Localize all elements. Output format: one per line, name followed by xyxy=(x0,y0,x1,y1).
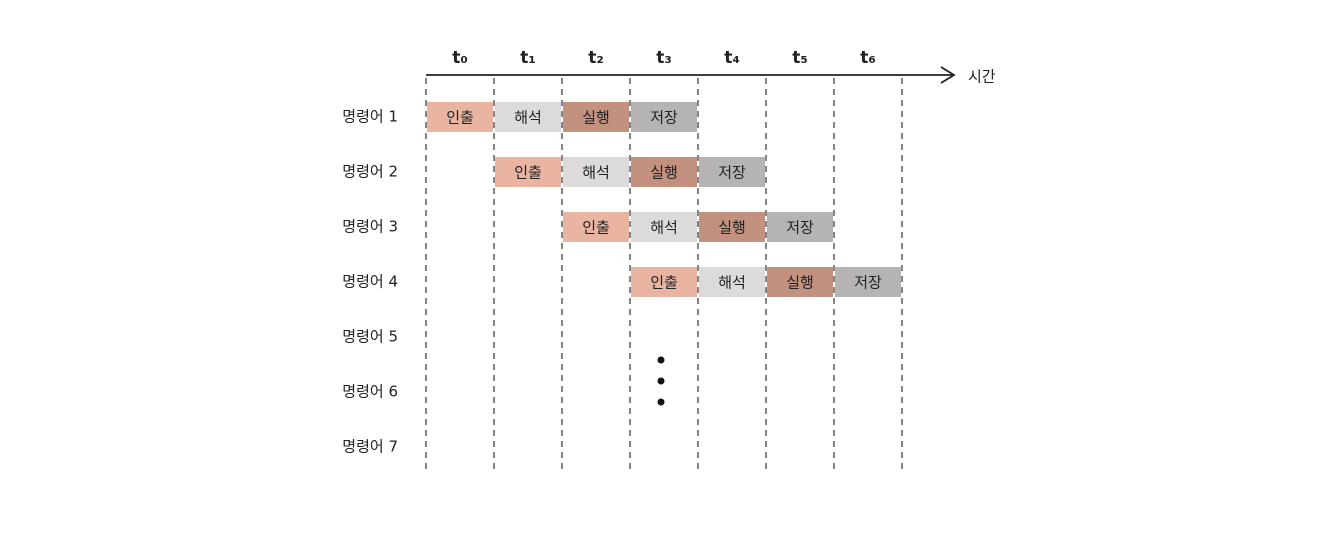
axis-arrowhead xyxy=(940,66,956,84)
stage-cell xyxy=(563,157,629,187)
row-label: 명령어 3 xyxy=(342,218,398,236)
stage-cell xyxy=(835,267,901,297)
stage-label: 저장 xyxy=(854,274,882,292)
stage-label: 인출 xyxy=(446,109,474,127)
row-label: 명령어 6 xyxy=(342,383,398,401)
time-label: t₂ xyxy=(588,48,604,68)
stage-label: 해석 xyxy=(582,164,610,182)
stage-label: 인출 xyxy=(582,219,610,237)
row-label: 명령어 5 xyxy=(342,328,398,346)
stage-label: 실행 xyxy=(786,274,814,292)
stage-cell xyxy=(563,212,629,242)
row-label: 명령어 4 xyxy=(342,273,398,291)
stage-cell xyxy=(699,212,765,242)
stage-cell xyxy=(631,157,697,187)
axis-label: 시간 xyxy=(968,68,996,86)
stage-label: 해석 xyxy=(514,109,542,127)
stage-cell xyxy=(767,267,833,297)
ellipsis-dot xyxy=(657,356,665,364)
row-label: 명령어 1 xyxy=(342,108,398,126)
stage-cell xyxy=(631,102,697,132)
stage-label: 해석 xyxy=(650,219,678,237)
ellipsis-dot xyxy=(657,398,665,406)
stage-label: 저장 xyxy=(786,219,814,237)
stage-cell xyxy=(699,267,765,297)
stage-label: 인출 xyxy=(650,274,678,292)
stage-label: 인출 xyxy=(514,164,542,182)
stage-label: 실행 xyxy=(650,164,678,182)
time-label: t₁ xyxy=(520,48,536,68)
stage-label: 해석 xyxy=(718,274,746,292)
stage-cell xyxy=(699,157,765,187)
time-label: t₄ xyxy=(724,48,740,68)
time-label: t₆ xyxy=(860,48,876,68)
row-label: 명령어 2 xyxy=(342,163,398,181)
time-label: t₃ xyxy=(656,48,672,68)
time-label: t₅ xyxy=(792,48,808,68)
row-label: 명령어 7 xyxy=(342,438,398,456)
stage-cell xyxy=(495,102,561,132)
stage-cell xyxy=(767,212,833,242)
stage-cell xyxy=(563,102,629,132)
ellipsis-dot xyxy=(657,377,665,385)
stage-cell xyxy=(631,267,697,297)
stage-cell xyxy=(495,157,561,187)
stage-label: 저장 xyxy=(718,164,746,182)
stage-label: 실행 xyxy=(718,219,746,237)
stage-label: 저장 xyxy=(650,109,678,127)
stage-cell xyxy=(631,212,697,242)
time-label: t₀ xyxy=(452,48,468,68)
stage-label: 실행 xyxy=(582,109,610,127)
stage-cell xyxy=(427,102,493,132)
